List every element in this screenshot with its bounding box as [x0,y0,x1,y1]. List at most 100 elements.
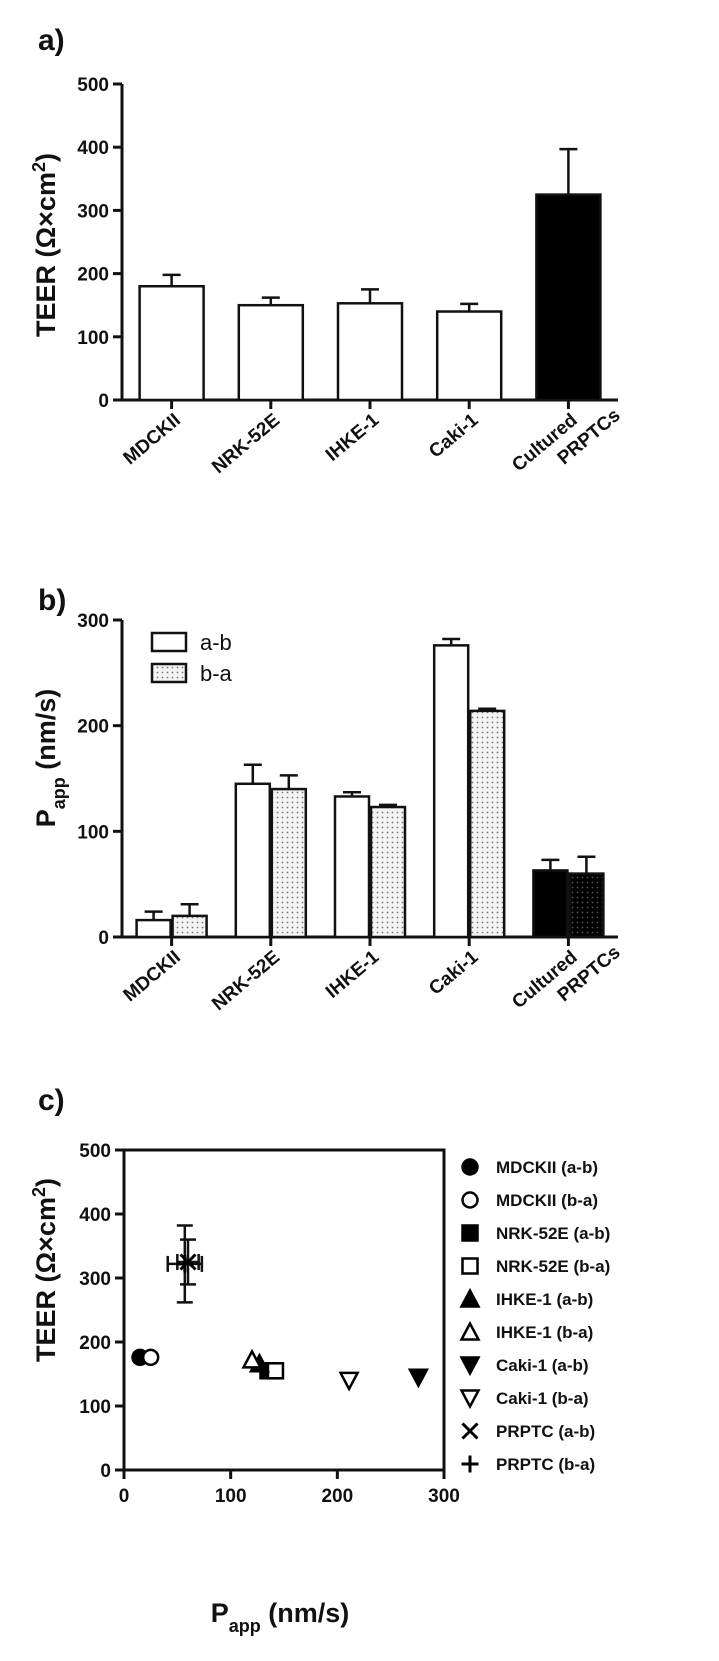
panel-c-legend-label-prptc-b-a: PRPTC (b-a) [496,1455,595,1474]
panel-c-chart: c) TEER (Ω×cm2) Papp (nm/s) 0 100 200 300 40… [29,1084,610,1636]
panel-a-y-tick-label-0: 0 [98,391,109,412]
panel-c-point-prptc-a-b [176,1238,200,1286]
panel-c-legend-label-nrk-52e-a-b: NRK-52E (a-b) [496,1224,610,1243]
panel-c-legend-label-ihke-1-a-b: IHKE-1 (a-b) [496,1290,593,1309]
panel-c-legend-label-mdckii-a-b: MDCKII (a-b) [496,1158,598,1177]
panel-c-marker-prptc-b-a [176,1255,194,1273]
panel-b-y-tick-label-300: 300 [77,611,109,632]
panel-c-label: c) [38,1084,65,1117]
panel-a-error-bar-cultured-prptcs [559,147,578,195]
panel-b-category-label-nrk-52e: NRK-52E [208,947,284,1015]
panel-c-legend-marker-nrk-52e-a-b [461,1224,479,1242]
panel-b-bar-cultured-prptcs-b-a [568,872,605,939]
panel-b-label: b) [38,584,66,617]
panel-c-marker-mdckii-b-a [141,1348,160,1367]
panel-c-legend: MDCKII (a-b) MDCKII (b-a) NRK-52E (a-b) NRK… [459,1158,610,1474]
panel-c-marker-nrk-52e-b-a [266,1362,285,1380]
panel-c-y-tick-label-100: 100 [79,1397,111,1418]
panel-a-y-tick-label-200: 200 [77,265,109,286]
panel-b-bar-mdckii-a-b [135,918,172,939]
panel-a-error-bar-caki-1 [460,302,479,312]
panel-c-point-caki-1-b-a [338,1371,360,1392]
panel-a-category-label-nrk-52e: NRK-52E [208,410,284,478]
panel-c-legend-label-prptc-a-b: PRPTC (a-b) [496,1422,595,1441]
panel-a-bar-caki-1 [435,310,503,402]
panel-b-legend-item-a-b: a-b [150,630,232,655]
panel-b-y-tick-label-100: 100 [77,822,109,843]
panel-c-point-mdckii-b-a [141,1348,160,1367]
panel-b-category-label-cultured-prptcs: CulturedPRPTCs [508,924,624,1032]
panel-a-category-label-ihke-1: IHKE-1 [322,409,384,465]
panel-b-error-bar-mdckii-b-a [180,902,199,916]
panel-c-y-tick-label-400: 400 [79,1205,111,1226]
panel-b-bar-caki-1-b-a [468,709,506,939]
panel-b-error-bar-cultured-prptcs-b-a [577,855,596,874]
panel-b-y-tick-label-200: 200 [77,717,109,738]
panel-c-y-tick-label-300: 300 [79,1269,111,1290]
panel-a-y-tick-label-100: 100 [77,328,109,349]
panel-a-error-bar-ihke-1 [361,288,379,304]
panel-c-y-tick-label-500: 500 [79,1141,111,1162]
panel-c-legend-item-caki-1-a-b: Caki-1 (a-b) [459,1356,589,1377]
panel-a-category-label-caki-1: Caki-1 [425,409,483,462]
panel-c-plot-frame [122,1148,446,1472]
panel-b-category-label-ihke-1: IHKE-1 [322,946,384,1002]
panel-b-bar-ihke-1-a-b [333,795,371,939]
panel-c-point-ihke-1-b-a [241,1348,263,1369]
panel-c-point-nrk-52e-b-a [266,1362,285,1380]
panel-a-label: a) [38,24,65,57]
panel-c-x-tick-label-0: 0 [119,1486,130,1507]
panel-b-category-label-line-ihke-1: IHKE-1 [322,946,384,1002]
panel-b-legend-swatch-a-b [150,631,188,653]
panel-c-legend-item-mdckii-b-a: MDCKII (b-a) [461,1191,598,1210]
panel-b-category-label-line-caki-1: Caki-1 [425,946,483,999]
panel-b-category-label-line-mdckii: MDCKII [120,947,185,1007]
panel-a-bar-nrk-52e [237,303,305,402]
panel-c-legend-item-nrk-52e-a-b: NRK-52E (a-b) [461,1224,610,1243]
panel-c-legend-marker-prptc-a-b [461,1422,479,1440]
panel-c-x-axis-label: Papp (nm/s) [211,1598,350,1636]
panel-b-legend-item-b-a: b-a [150,661,233,686]
panel-a-bar-ihke-1 [336,302,404,402]
panel-b-error-bar-mdckii-a-b [144,910,163,921]
panel-a-bar-mdckii [138,284,205,402]
panel-b-category-label-caki-1: Caki-1 [425,946,483,999]
panel-c-marker-prptc-a-b [179,1253,197,1271]
panel-b-legend-label-b-a: b-a [200,661,233,686]
panel-a-y-axis-label: TEER (Ω×cm2) [29,153,61,337]
panel-b-legend-swatch-b-a [150,662,188,684]
panel-a-y-tick-label-300: 300 [77,201,109,222]
panel-a-y-tick-label-500: 500 [77,75,109,96]
panel-c-legend-item-nrk-52e-b-a: NRK-52E (b-a) [461,1257,610,1276]
panel-b-bar-mdckii-b-a [171,914,208,939]
panel-c-legend-marker-mdckii-b-a [461,1191,479,1209]
panel-c-x-tick-label-100: 100 [215,1486,247,1507]
panel-b-category-label-mdckii: MDCKII [120,947,185,1007]
panel-a-bar-cultured-prptcs [535,193,602,402]
panel-c-y-tick-label-200: 200 [79,1333,111,1354]
panel-b-bar-caki-1-a-b [432,644,470,939]
panel-b-legend-label-a-b: a-b [200,630,232,655]
panel-b-chart: b) Papp (nm/s) 0 100 200 300 MDCKII NRK-52E IH… [31,584,625,1032]
panel-c-legend-marker-nrk-52e-b-a [461,1257,479,1275]
panel-c-legend-item-caki-1-b-a: Caki-1 (b-a) [459,1389,589,1410]
panel-b-y-axis-label: Papp (nm/s) [31,689,69,828]
panel-b-bar-nrk-52e-b-a [270,787,308,939]
panel-c-x-tick-label-300: 300 [428,1486,460,1507]
panel-b-category-label-line-nrk-52e: NRK-52E [208,947,284,1015]
panel-c-legend-marker-caki-1-a-b [459,1356,481,1377]
panel-a-category-label-mdckii: MDCKII [120,410,185,470]
panel-c-legend-label-caki-1-a-b: Caki-1 (a-b) [496,1356,589,1375]
panel-c-legend-label-ihke-1-b-a: IHKE-1 (b-a) [496,1323,593,1342]
panel-b-legend: a-b b-a [150,630,233,686]
panel-c-y-tick-label-0: 0 [100,1461,111,1482]
panel-b-error-bar-cultured-prptcs-a-b [541,858,560,871]
panel-c-x-tick-label-200: 200 [321,1486,353,1507]
panel-c-legend-label-mdckii-b-a: MDCKII (b-a) [496,1191,598,1210]
panel-c-legend-marker-ihke-1-a-b [459,1287,481,1308]
panel-c-legend-marker-caki-1-b-a [459,1389,481,1410]
panel-b-bar-cultured-prptcs-a-b [532,869,569,939]
panel-c-legend-item-prptc-b-a: PRPTC (b-a) [461,1455,595,1474]
panel-a-chart: a) TEER (Ω×cm2) 0 100 200 300 400 500 MDCKII NR… [29,24,625,478]
